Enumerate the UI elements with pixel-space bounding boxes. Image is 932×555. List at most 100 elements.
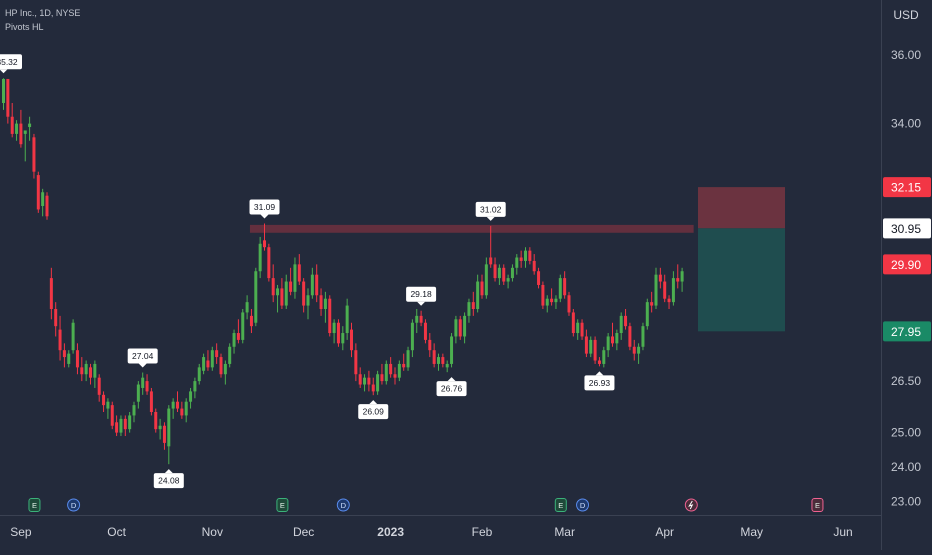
candle xyxy=(450,333,454,368)
pivot-value: 26.76 xyxy=(441,384,463,394)
earnings-event-icon: E xyxy=(554,498,567,512)
candle xyxy=(15,120,19,141)
candle xyxy=(58,315,62,361)
svg-text:E: E xyxy=(815,501,820,510)
candle xyxy=(519,250,523,268)
candle xyxy=(567,291,571,316)
pivot-value: 24.08 xyxy=(158,476,180,486)
candle xyxy=(271,264,275,303)
pivot-value: 29.18 xyxy=(410,289,432,299)
pivot-label: 26.76 xyxy=(436,377,467,397)
candle xyxy=(537,267,541,289)
resistance-band-layer xyxy=(249,224,694,233)
candle xyxy=(180,401,184,419)
time-tick-label: Nov xyxy=(202,525,223,539)
candle xyxy=(106,398,110,419)
candle xyxy=(102,391,106,412)
candle xyxy=(189,387,193,409)
candle xyxy=(624,309,628,330)
candle xyxy=(36,171,40,213)
candle xyxy=(32,133,36,179)
candle xyxy=(641,322,645,351)
candle xyxy=(484,257,488,299)
candle xyxy=(28,116,32,141)
candle xyxy=(389,357,393,378)
candle xyxy=(54,302,58,337)
candle xyxy=(71,319,75,354)
candle xyxy=(654,267,658,309)
candle xyxy=(506,274,510,289)
candle xyxy=(589,336,593,358)
candle xyxy=(202,353,206,375)
pivot-label: 27.04 xyxy=(127,348,158,368)
candle xyxy=(23,130,27,162)
candle xyxy=(558,274,562,303)
candle xyxy=(193,377,197,399)
candle xyxy=(132,401,136,423)
time-tick-label: Oct xyxy=(107,525,126,539)
candle xyxy=(650,291,654,313)
candle xyxy=(276,284,280,313)
candle xyxy=(367,370,371,392)
split-event-icon xyxy=(684,498,698,512)
pivot-label: 24.08 xyxy=(153,469,184,489)
candle xyxy=(680,267,684,292)
candle xyxy=(184,398,188,423)
currency-label: USD xyxy=(893,8,919,22)
candle xyxy=(302,278,306,313)
candle xyxy=(128,412,132,433)
candle xyxy=(615,329,619,351)
price-tick-label: 36.00 xyxy=(891,48,921,62)
candle xyxy=(428,333,432,358)
candle xyxy=(228,343,232,368)
pivot-label: 31.09 xyxy=(249,199,280,219)
candle xyxy=(441,353,445,368)
candle xyxy=(162,422,166,450)
candle xyxy=(263,223,266,251)
grid-lines xyxy=(0,0,882,550)
candle xyxy=(480,274,484,299)
candle xyxy=(554,295,558,309)
price-tick-label: 26.50 xyxy=(891,374,921,388)
candle xyxy=(280,278,284,309)
pivots-layer: 35.32 27.04 24.08 31.09 26.09 29.18 26.76 31.02… xyxy=(0,54,615,489)
symbol-title: HP Inc., 1D, NYSE xyxy=(5,8,81,18)
indicator-name: Pivots HL xyxy=(5,22,44,32)
candle xyxy=(62,343,66,368)
price-tick-label: 24.00 xyxy=(891,460,921,474)
candle xyxy=(458,315,462,340)
dividend-event-icon: D xyxy=(336,498,350,512)
candle xyxy=(293,257,297,299)
candle xyxy=(619,312,623,340)
time-axis[interactable]: Sep Oct Nov Dec 2023 Feb Mar Apr May Jun xyxy=(10,525,853,539)
candle xyxy=(376,370,380,395)
price-tick-label: 34.00 xyxy=(891,117,921,131)
price-axis[interactable]: USD 36.00 34.00 26.50 25.00 24.00 23.00 32.15 30… xyxy=(883,8,931,508)
candle xyxy=(550,288,554,306)
candle xyxy=(676,264,680,289)
candle xyxy=(254,267,258,327)
candle xyxy=(19,109,23,148)
svg-text:30.95: 30.95 xyxy=(891,222,921,236)
pivot-label: 35.32 xyxy=(0,54,22,74)
candle xyxy=(571,309,575,337)
candle xyxy=(497,264,501,285)
candle xyxy=(310,267,314,299)
candle xyxy=(80,357,84,382)
candle xyxy=(667,295,671,309)
candle xyxy=(524,247,527,268)
candle xyxy=(219,353,223,378)
position-tool[interactable] xyxy=(698,187,785,332)
take-profit-zone xyxy=(698,228,785,332)
pivot-label: 26.09 xyxy=(358,400,389,420)
candle xyxy=(576,319,580,340)
candle xyxy=(10,103,14,138)
candle xyxy=(315,264,319,303)
candle xyxy=(415,309,419,334)
candle xyxy=(6,78,10,124)
candle xyxy=(593,336,597,364)
time-tick-label: Feb xyxy=(472,525,493,539)
